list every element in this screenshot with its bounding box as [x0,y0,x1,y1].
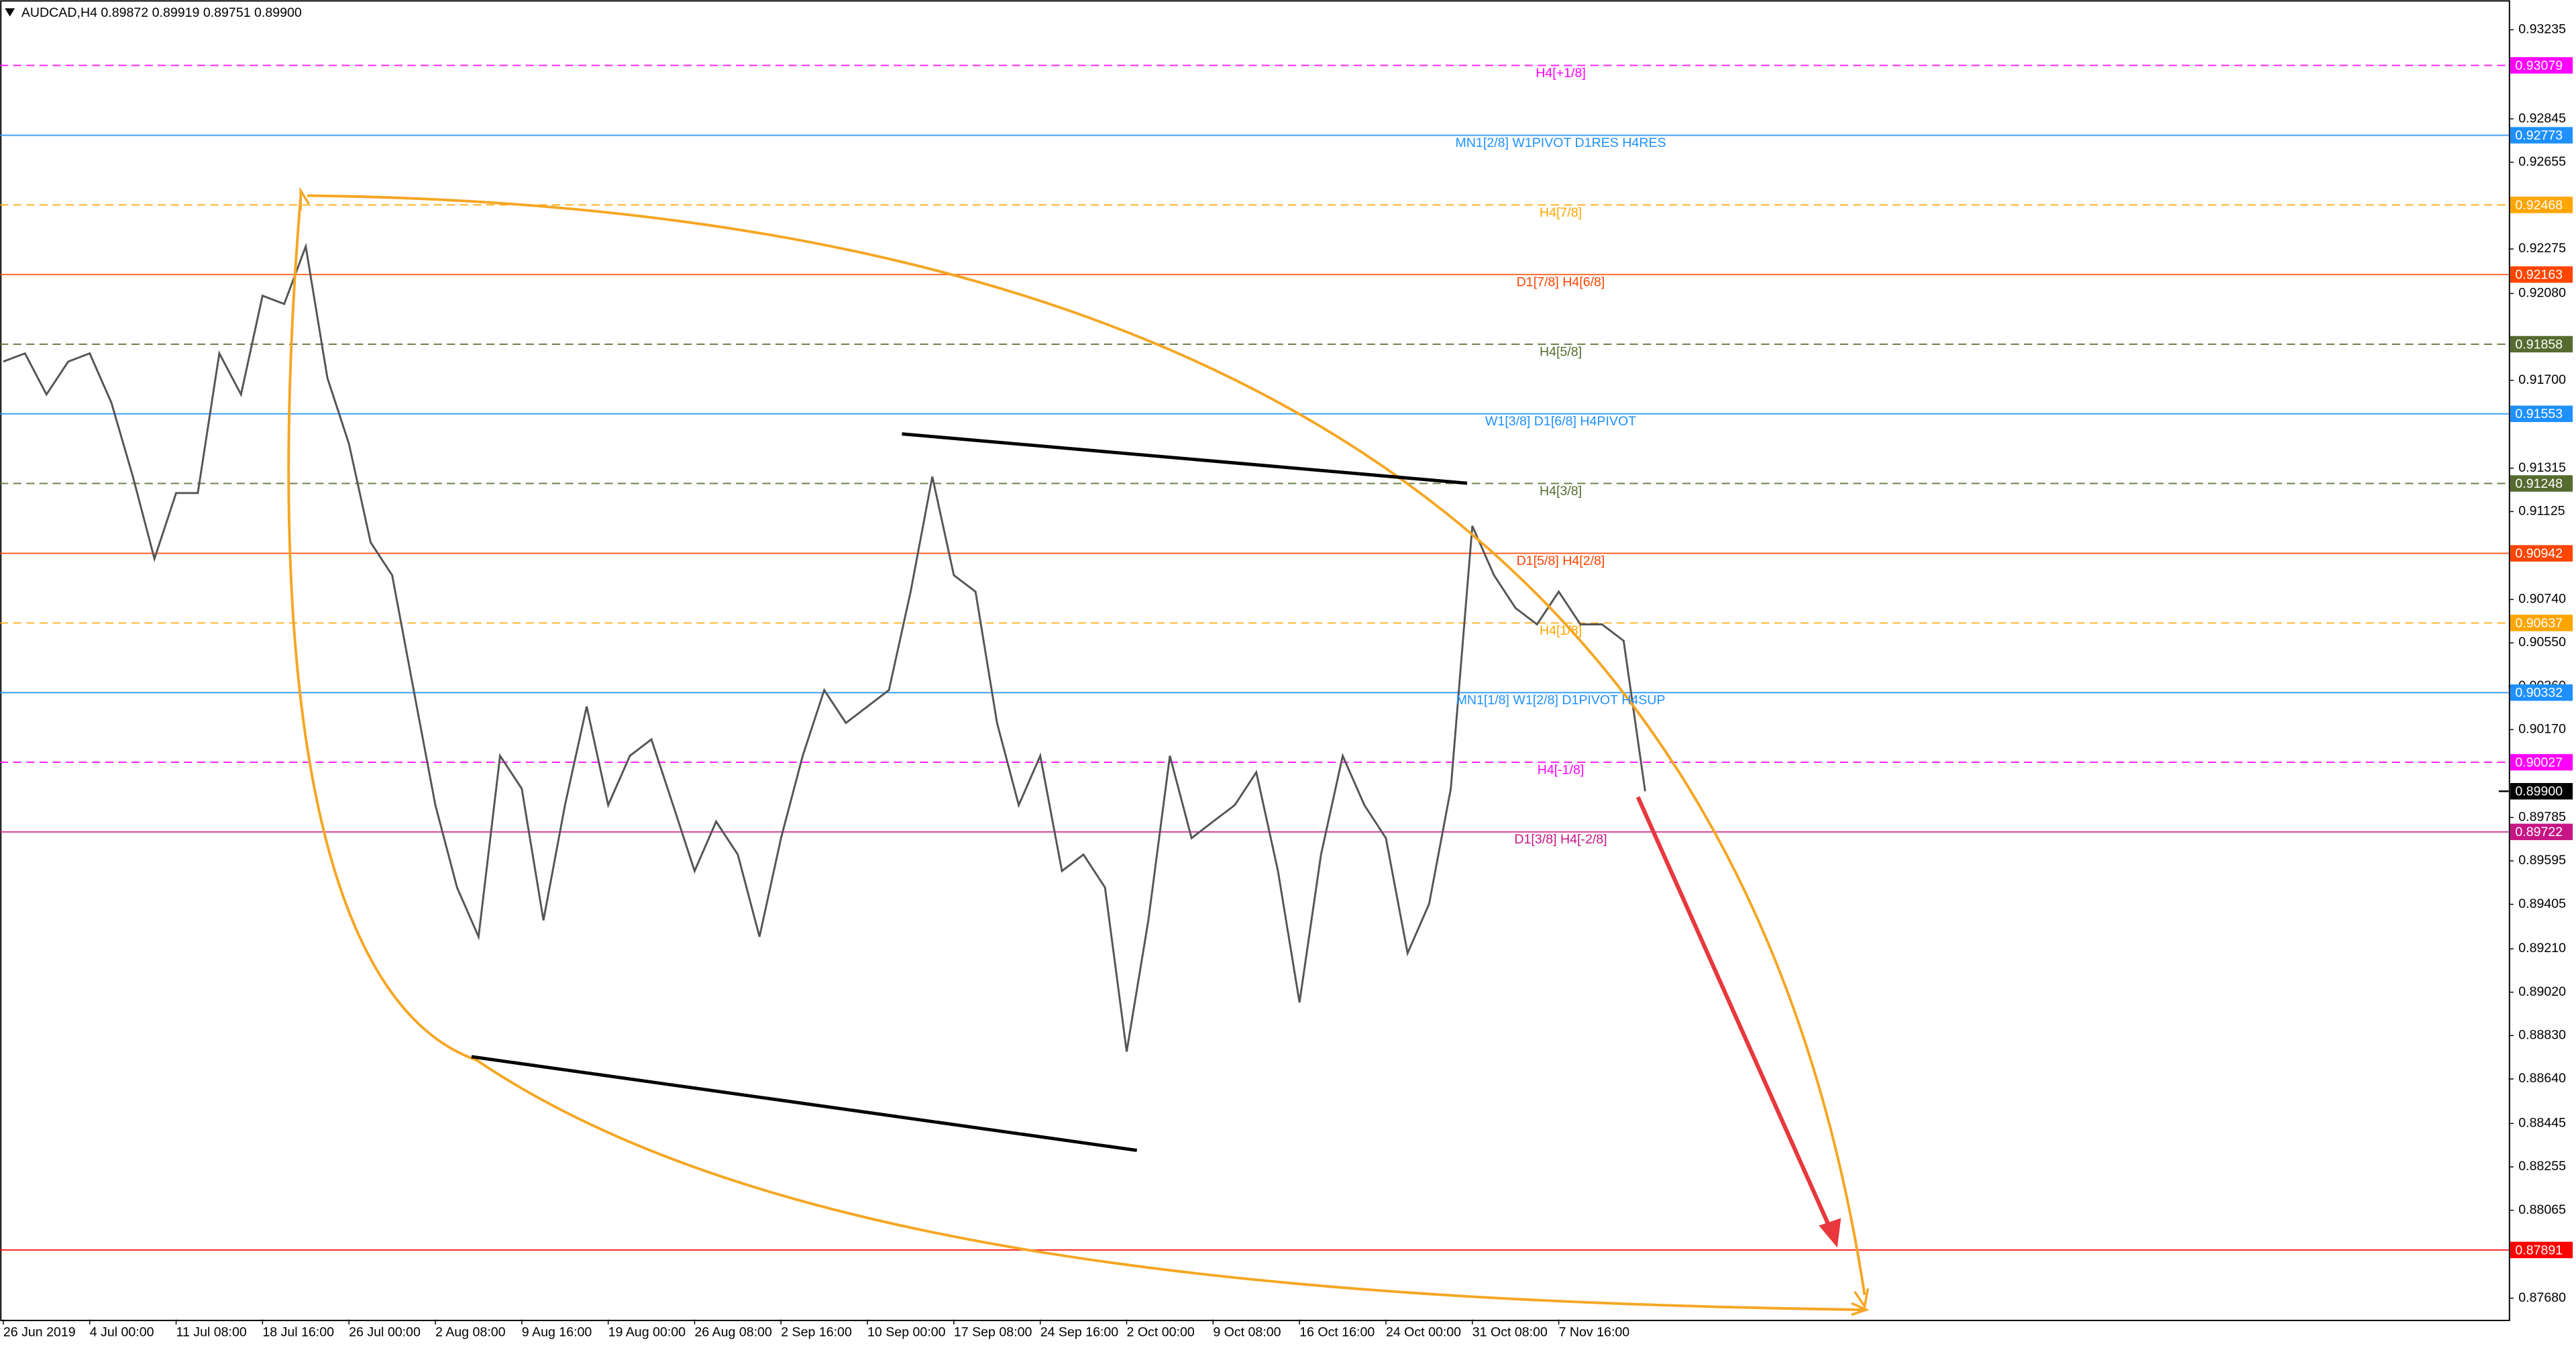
price-tag-label: 0.91248 [2515,476,2563,491]
y-tick-label: 0.90740 [2518,592,2566,607]
price-tag [2510,57,2573,74]
x-tick-label: 17 Sep 08:00 [954,1325,1032,1339]
level-label: H4[+1/8] [1536,66,1586,81]
price-tag-label: 0.87891 [2515,1243,2563,1257]
y-tick-label: 0.92275 [2518,241,2566,256]
x-tick-label: 18 Jul 16:00 [262,1325,334,1339]
trend-line [471,1055,1138,1152]
level-label: H4[3/8] [1540,484,1582,499]
chart-title: AUDCAD,H4 0.89872 0.89919 0.89751 0.8990… [21,5,302,20]
price-tag-label: 0.92773 [2515,128,2563,143]
y-tick-label: 0.93235 [2518,22,2566,37]
x-tick-label: 2 Oct 00:00 [1127,1325,1195,1339]
y-tick-label: 0.88255 [2518,1159,2566,1174]
y-tick-label: 0.88640 [2518,1071,2566,1086]
x-tick-label: 16 Oct 16:00 [1299,1325,1375,1339]
x-tick-label: 24 Sep 16:00 [1040,1325,1119,1339]
y-tick-label: 0.92080 [2518,286,2566,301]
arrow-head [1854,1288,1870,1310]
y-tick-label: 0.91125 [2518,504,2565,519]
marks [0,64,2509,1251]
level-label: H4[-1/8] [1538,762,1585,777]
level-label: W1[3/8] D1[6/8] H4PIVOT [1485,414,1636,429]
price-tag-label: 0.90942 [2515,546,2563,561]
price-tag [2510,475,2573,492]
y-tick-label: 0.91700 [2518,372,2566,387]
y-tick-label: 0.88830 [2518,1028,2566,1043]
y-tick-label: 0.89020 [2518,984,2566,999]
price-tag [2510,266,2573,283]
y-tick-label: 0.88445 [2518,1116,2566,1131]
last-price-tag [2510,782,2573,800]
price-tag [2510,1241,2573,1259]
x-tick-label: 24 Oct 00:00 [1386,1325,1461,1339]
price-tag-label: 0.91553 [2515,407,2563,421]
arrow-head [1819,1218,1841,1248]
last-price-label: 0.89900 [2515,784,2563,799]
menu-triangle[interactable] [5,8,15,17]
y-tick-label: 0.88065 [2518,1202,2566,1217]
x-tick-label: 19 Aug 00:00 [608,1325,686,1339]
price-tag [2510,405,2573,422]
price-tag-label: 0.90637 [2515,616,2563,631]
level-label: D1[5/8] H4[2/8] [1517,554,1605,568]
y-tick-label: 0.89210 [2518,941,2566,955]
x-tick-label: 2 Sep 16:00 [781,1325,852,1339]
price-tag [2510,823,2573,841]
price-tag [2510,754,2573,771]
forecast-arrow [1635,796,1835,1237]
price-line [3,242,1646,1052]
x-tick-label: 26 Jun 2019 [3,1325,76,1339]
y-tick-label: 0.92655 [2518,154,2566,169]
x-tick-label: 26 Jul 00:00 [349,1325,421,1339]
x-tick-label: 31 Oct 08:00 [1472,1325,1548,1339]
x-tick-label: 9 Aug 16:00 [522,1325,592,1339]
fan-curve [287,197,1865,1311]
price-tag-label: 0.93079 [2515,58,2563,73]
price-tag-label: 0.92468 [2515,198,2563,213]
arrow-head [299,187,310,211]
y-tick-label: 0.92845 [2518,111,2566,125]
y-tick-label: 0.90550 [2518,635,2566,650]
x-tick-label: 11 Jul 08:00 [176,1325,247,1339]
y-tick-label: 0.89785 [2518,810,2566,825]
y-tick-label: 0.87680 [2518,1290,2566,1305]
annotations [287,187,1870,1316]
level-label: H4[1/8] [1540,623,1582,638]
price-tag-label: 0.90027 [2515,755,2563,770]
price-tag [2510,615,2573,631]
price-tag-label: 0.90332 [2515,686,2563,701]
x-tick-label: 2 Aug 08:00 [435,1325,506,1339]
x-tick-label: 4 Jul 00:00 [90,1325,154,1339]
y-tick-label: 0.90170 [2518,722,2566,737]
level-label: H4[5/8] [1540,344,1582,359]
y-tick-label: 0.89595 [2518,853,2566,868]
x-tick-label: 9 Oct 08:00 [1213,1325,1281,1339]
level-label: D1[7/8] H4[6/8] [1517,275,1605,290]
x-tick-label: 26 Aug 08:00 [694,1325,772,1339]
price-tag [2510,197,2573,213]
level-label: MN1[1/8] W1[2/8] D1PIVOT H4SUP [1456,693,1666,708]
price-tag-label: 0.92163 [2515,268,2563,282]
plot-frame [0,0,2510,1321]
y-tick-label: 0.89405 [2518,896,2566,911]
level-label: H4[7/8] [1540,205,1582,220]
level-label: D1[3/8] H4[-2/8] [1514,832,1607,847]
price-tag [2510,684,2573,701]
price-tag [2510,127,2573,144]
x-tick-label: 10 Sep 00:00 [867,1325,946,1339]
level-label: MN1[2/8] W1PIVOT D1RES H4RES [1455,136,1666,150]
y-tick-label: 0.91315 [2518,460,2566,475]
arrow-head [1851,1302,1870,1316]
price-tag [2510,335,2573,353]
x-tick-label: 7 Nov 16:00 [1559,1325,1630,1339]
fan-curve [307,194,1866,1296]
price-tag-label: 0.89722 [2515,825,2563,839]
price-tag [2510,545,2573,562]
price-tag-label: 0.91858 [2515,337,2563,352]
trend-line [902,432,1468,485]
